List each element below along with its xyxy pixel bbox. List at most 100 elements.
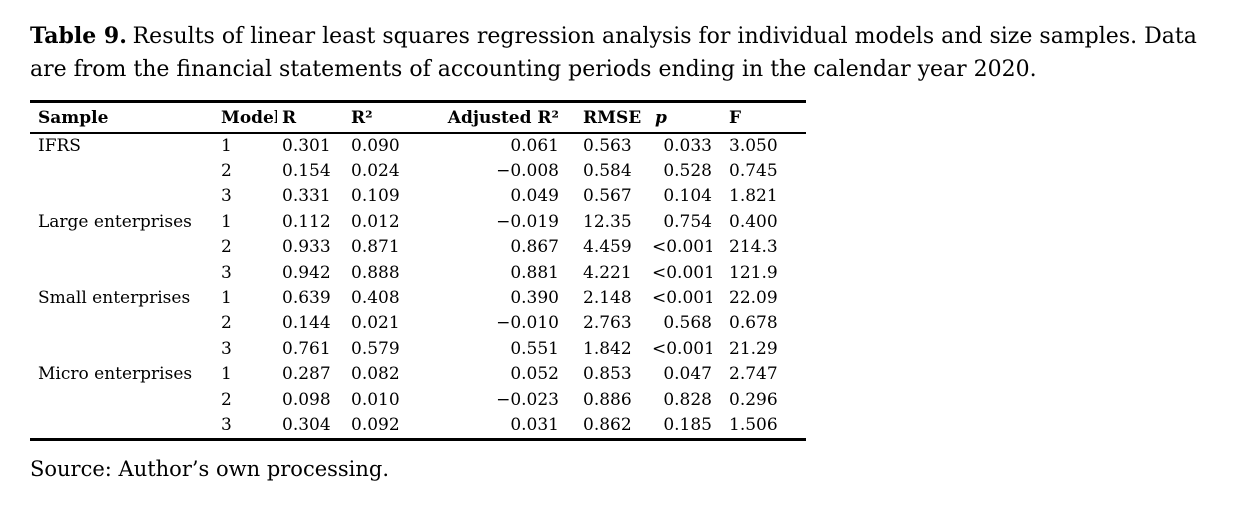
table-row: 2 0.144 0.021 −0.010 2.763 0.568 0.678 — [30, 311, 806, 336]
cell-adj_r2: 0.881 — [510, 262, 559, 283]
cell-sample — [30, 159, 215, 184]
cell-f: 0.296 — [729, 389, 778, 410]
cell-p: <0.001 — [652, 262, 712, 283]
cell-r2: 0.871 — [351, 237, 400, 258]
cell-adj_r2: 0.049 — [510, 186, 559, 207]
table-row: Micro enterprises 1 0.287 0.082 0.052 0.853 0.… — [30, 362, 806, 387]
cell-r2: 0.090 — [351, 135, 400, 156]
cell-sample — [30, 235, 215, 260]
cell-rmse: 0.862 — [583, 414, 632, 435]
table-caption: Table 9. Results of linear least squares … — [30, 20, 1216, 86]
cell-model: 2 — [221, 313, 232, 334]
cell-r2: 0.109 — [351, 186, 400, 207]
col-header-r: R — [277, 101, 347, 134]
table-row: 3 0.331 0.109 0.049 0.567 0.104 1.821 — [30, 184, 806, 209]
cell-r: 0.933 — [282, 237, 331, 258]
cell-r2: 0.024 — [351, 160, 400, 181]
cell-model: 1 — [221, 364, 232, 385]
cell-model: 3 — [221, 338, 232, 359]
cell-adj_r2: 0.390 — [510, 287, 559, 308]
cell-sample — [30, 184, 215, 209]
cell-r: 0.144 — [282, 313, 331, 334]
cell-p: 0.754 — [663, 211, 712, 232]
cell-model: 1 — [221, 287, 232, 308]
cell-r: 0.154 — [282, 160, 331, 181]
cell-f: 1.506 — [729, 414, 778, 435]
cell-p: 0.033 — [663, 135, 712, 156]
cell-sample — [30, 311, 215, 336]
cell-p: <0.001 — [652, 338, 712, 359]
cell-p: 0.828 — [663, 389, 712, 410]
cell-sample — [30, 337, 215, 362]
cell-f: 214.3 — [729, 237, 778, 258]
cell-p: 0.185 — [663, 414, 712, 435]
cell-f: 0.400 — [729, 211, 778, 232]
cell-f: 0.745 — [729, 160, 778, 181]
cell-r2: 0.012 — [351, 211, 400, 232]
cell-adj_r2: 0.052 — [510, 364, 559, 385]
source-note: Source: Author’s own processing. — [30, 457, 390, 482]
cell-f: 21.29 — [729, 338, 778, 359]
cell-rmse: 4.459 — [583, 237, 632, 258]
cell-f: 22.09 — [729, 287, 778, 308]
cell-p: 0.568 — [663, 313, 712, 334]
cell-rmse: 0.886 — [583, 389, 632, 410]
cell-r2: 0.092 — [351, 414, 400, 435]
cell-rmse: 2.148 — [583, 287, 632, 308]
cell-sample — [30, 413, 215, 440]
cell-sample — [30, 388, 215, 413]
cell-f: 2.747 — [729, 364, 778, 385]
cell-adj_r2: −0.010 — [496, 313, 559, 334]
cell-adj_r2: 0.061 — [510, 135, 559, 156]
table-body: IFRS 1 0.301 0.090 0.061 0.563 0.033 3.050 2 0.15… — [30, 133, 806, 440]
cell-f: 0.678 — [729, 313, 778, 334]
col-header-rmse: RMSE — [559, 101, 652, 134]
paper-page: Table 9. Results of linear least squares … — [30, 20, 1216, 482]
table-row: 2 0.154 0.024 −0.008 0.584 0.528 0.745 — [30, 159, 806, 184]
cell-model: 3 — [221, 186, 232, 207]
cell-model: 2 — [221, 237, 232, 258]
cell-sample — [30, 261, 215, 286]
cell-model: 3 — [221, 414, 232, 435]
cell-r: 0.304 — [282, 414, 331, 435]
col-header-p-value: p — [652, 101, 712, 134]
table-row: 2 0.098 0.010 −0.023 0.886 0.828 0.296 — [30, 388, 806, 413]
cell-rmse: 0.567 — [583, 186, 632, 207]
cell-p: <0.001 — [652, 287, 712, 308]
cell-r: 0.639 — [282, 287, 331, 308]
cell-r: 0.331 — [282, 186, 331, 207]
cell-r2: 0.021 — [351, 313, 400, 334]
cell-p: 0.047 — [663, 364, 712, 385]
col-header-model: Model — [215, 101, 277, 134]
cell-sample: Small enterprises — [38, 287, 191, 308]
cell-p: 0.104 — [663, 186, 712, 207]
col-header-adjusted-r-squared: Adjusted R² — [417, 101, 559, 134]
cell-r: 0.942 — [282, 262, 331, 283]
cell-sample: Large enterprises — [38, 211, 192, 232]
table-header: Sample Model R R² Adjusted R² RMSE p F — [30, 101, 806, 134]
cell-r2: 0.888 — [351, 262, 400, 283]
cell-sample: IFRS — [38, 135, 81, 156]
table-caption-label: Table 9. — [30, 23, 127, 49]
cell-f: 1.821 — [729, 186, 778, 207]
cell-rmse: 1.842 — [583, 338, 632, 359]
cell-adj_r2: −0.008 — [496, 160, 559, 181]
cell-r2: 0.408 — [351, 287, 400, 308]
cell-sample: Micro enterprises — [38, 364, 193, 385]
cell-r: 0.098 — [282, 389, 331, 410]
cell-adj_r2: 0.031 — [510, 414, 559, 435]
cell-r: 0.301 — [282, 135, 331, 156]
cell-p: 0.528 — [663, 160, 712, 181]
cell-rmse: 0.853 — [583, 364, 632, 385]
cell-model: 1 — [221, 135, 232, 156]
regression-results-table: Sample Model R R² Adjusted R² RMSE p F I… — [30, 100, 806, 442]
cell-rmse: 0.584 — [583, 160, 632, 181]
col-header-f-statistic: F — [712, 101, 806, 134]
cell-rmse: 0.563 — [583, 135, 632, 156]
col-header-sample: Sample — [30, 101, 215, 134]
table-row: IFRS 1 0.301 0.090 0.061 0.563 0.033 3.050 — [30, 133, 806, 159]
cell-model: 3 — [221, 262, 232, 283]
table-row: 2 0.933 0.871 0.867 4.459 <0.001 214.3 — [30, 235, 806, 260]
cell-r: 0.761 — [282, 338, 331, 359]
cell-model: 2 — [221, 160, 232, 181]
